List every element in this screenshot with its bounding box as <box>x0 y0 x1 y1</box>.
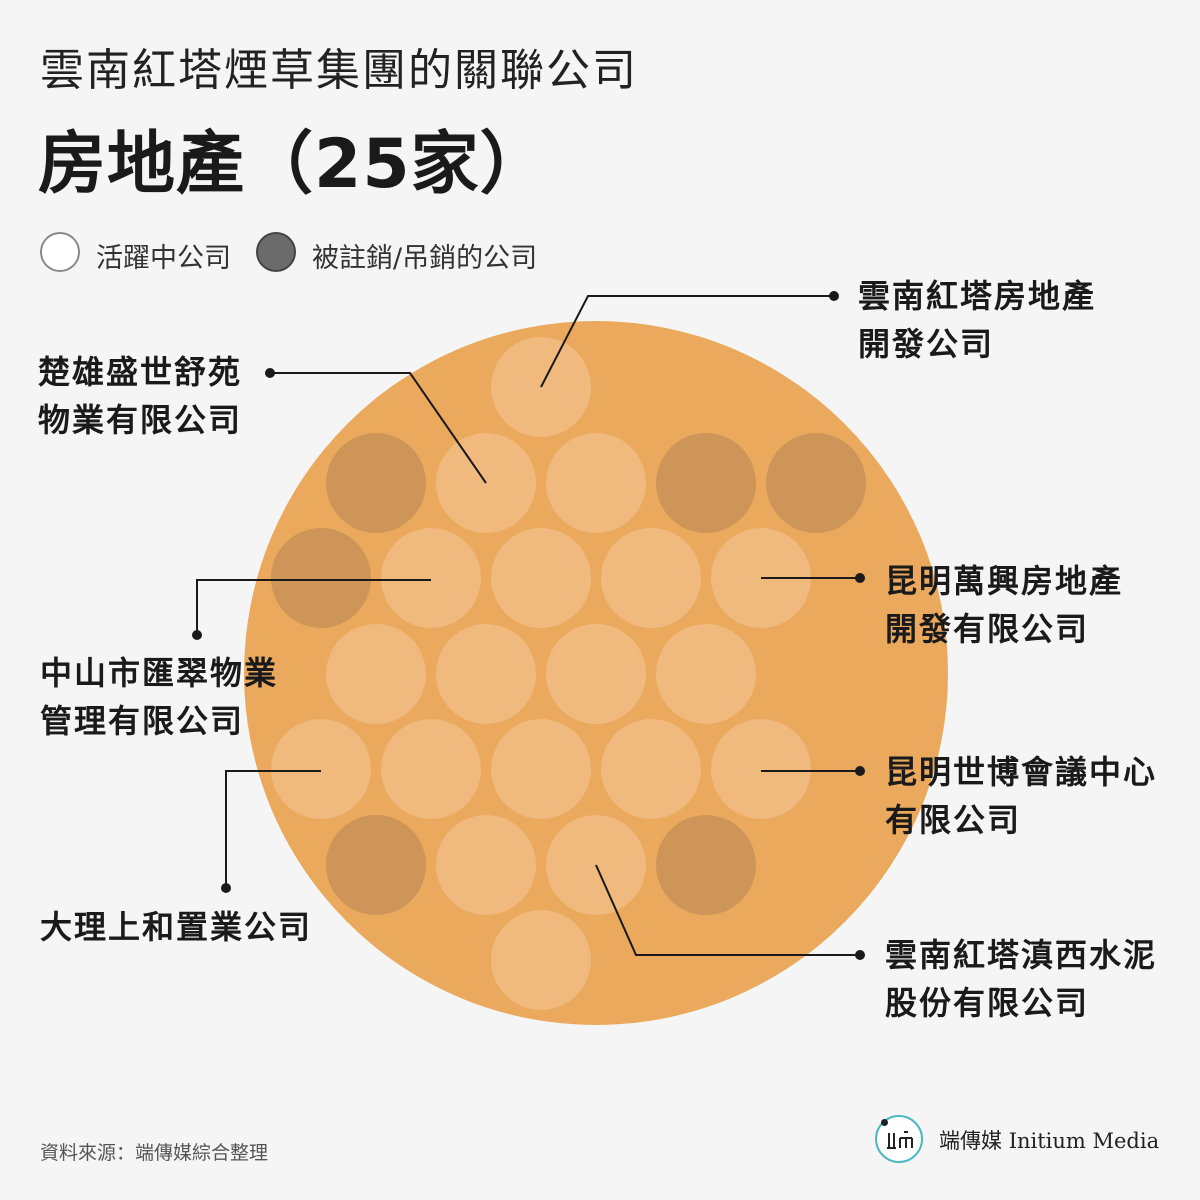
company-circle-active <box>436 815 536 915</box>
callout-dali-shanghe: 大理上和置業公司 <box>40 903 312 951</box>
logo-badge-icon <box>875 1115 923 1163</box>
callout-zhongshan-huicui: 中山市匯翠物業 管理有限公司 <box>40 649 278 745</box>
logo-chinese: 端傳媒 <box>939 1129 1002 1153</box>
company-circle-inactive <box>271 528 371 628</box>
company-circle-active <box>601 719 701 819</box>
company-circle-active <box>546 433 646 533</box>
logo-glyph-icon <box>887 1131 913 1149</box>
company-circle-inactive <box>656 433 756 533</box>
callout-line: 開發有限公司 <box>885 610 1090 648</box>
leader-dot <box>192 630 202 640</box>
callout-line: 管理有限公司 <box>40 702 245 740</box>
callout-line: 昆明萬興房地產 <box>885 562 1124 600</box>
callout-line: 物業有限公司 <box>38 401 243 439</box>
leader-dot <box>829 291 839 301</box>
logo-wordmark: 端傳媒 Initium Media <box>939 1125 1159 1155</box>
leader-line <box>270 372 487 484</box>
leader-line <box>196 579 431 635</box>
company-circle-active <box>656 624 756 724</box>
company-circle-active <box>491 719 591 819</box>
leader-lines <box>192 291 865 960</box>
callout-line: 股份有限公司 <box>885 984 1090 1022</box>
logo-dot <box>881 1119 888 1126</box>
callout-kunming-wanxing: 昆明萬興房地產 開發有限公司 <box>885 557 1123 653</box>
callout-kunming-expo-center: 昆明世博會議中心 有限公司 <box>885 748 1157 844</box>
company-circle-active <box>601 528 701 628</box>
leader-dot <box>855 573 865 583</box>
callout-chuxiong-property: 楚雄盛世舒苑 物業有限公司 <box>38 348 242 444</box>
company-circle-active <box>436 624 536 724</box>
leader-line <box>540 295 834 388</box>
callout-line: 雲南紅塔滇西水泥 <box>885 936 1158 974</box>
company-circle-active <box>491 910 591 1010</box>
leader-dot <box>855 766 865 776</box>
leader-dot <box>265 368 275 378</box>
callout-line: 中山市匯翠物業 <box>40 654 279 692</box>
company-circle-active <box>326 624 426 724</box>
inactive-circle-icon <box>256 232 296 272</box>
company-circle-inactive <box>766 433 866 533</box>
leader-line <box>225 770 321 888</box>
source-note: 資料來源：端傳媒綜合整理 <box>40 1142 269 1164</box>
active-circle-icon <box>40 232 80 272</box>
company-circle-active <box>711 719 811 819</box>
company-circle-inactive <box>656 815 756 915</box>
page-subtitle: 雲南紅塔煙草集團的關聯公司 <box>40 45 638 96</box>
company-circle-inactive <box>326 433 426 533</box>
callout-line: 開發公司 <box>858 325 995 363</box>
page-title: 房地產（25家） <box>38 125 549 204</box>
company-circle-active <box>381 719 481 819</box>
callout-line: 雲南紅塔房地產 <box>858 277 1097 315</box>
company-circle-active <box>271 719 371 819</box>
callout-yunnan-hongta-cement: 雲南紅塔滇西水泥 股份有限公司 <box>885 931 1157 1027</box>
leader-dot <box>221 883 231 893</box>
logo-english: Initium Media <box>1008 1129 1160 1153</box>
company-circles <box>271 337 866 1010</box>
callout-line: 昆明世博會議中心 <box>885 753 1158 791</box>
company-circle-active <box>381 528 481 628</box>
callout-yunnan-hongta-real-estate: 雲南紅塔房地產 開發公司 <box>858 272 1096 368</box>
callout-line: 大理上和置業公司 <box>40 908 313 946</box>
company-circle-active <box>546 624 646 724</box>
callout-line: 有限公司 <box>885 801 1022 839</box>
legend-label-active: 活躍中公司 <box>96 243 231 274</box>
callout-line: 楚雄盛世舒苑 <box>38 353 243 391</box>
company-circle-active <box>491 528 591 628</box>
leader-line <box>595 864 860 956</box>
leader-dot <box>855 950 865 960</box>
legend-label-inactive: 被註銷/吊銷的公司 <box>312 243 538 274</box>
company-circle-inactive <box>326 815 426 915</box>
